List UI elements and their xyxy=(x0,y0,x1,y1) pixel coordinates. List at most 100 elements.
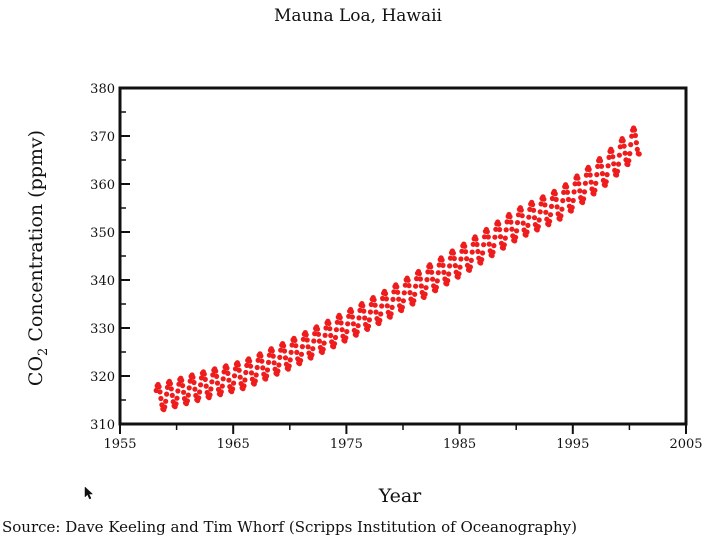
data-point xyxy=(631,127,638,133)
data-point xyxy=(575,175,581,181)
data-point xyxy=(156,384,162,390)
data-point xyxy=(445,278,451,284)
data-point xyxy=(481,234,488,240)
data-point xyxy=(292,337,298,343)
data-point xyxy=(198,382,204,388)
data-point xyxy=(304,337,310,343)
data-point xyxy=(564,184,570,190)
data-point xyxy=(192,386,198,392)
data-point xyxy=(496,221,502,227)
data-point xyxy=(299,344,305,350)
data-point xyxy=(628,142,634,148)
data-point xyxy=(501,242,507,248)
data-point xyxy=(380,295,386,302)
data-point xyxy=(396,296,402,302)
data-point xyxy=(627,151,633,157)
data-point xyxy=(526,214,532,220)
data-point xyxy=(451,255,457,262)
data-point xyxy=(218,389,224,395)
data-point xyxy=(492,234,498,240)
data-point xyxy=(504,219,510,225)
data-point xyxy=(632,132,639,139)
data-point xyxy=(502,235,508,241)
data-point xyxy=(491,243,497,249)
data-point xyxy=(288,349,294,355)
data-point xyxy=(395,289,401,295)
data-point xyxy=(349,314,355,320)
data-point xyxy=(603,179,609,185)
data-point xyxy=(345,321,351,327)
data-point xyxy=(626,158,632,164)
data-point xyxy=(569,204,575,211)
data-point xyxy=(214,380,221,386)
data-point xyxy=(294,349,300,355)
data-point xyxy=(530,202,536,208)
data-point xyxy=(338,320,344,326)
x-axis: 1955 1965 1975 1985 1995 2005 xyxy=(103,424,703,452)
data-point xyxy=(191,379,197,386)
data-point xyxy=(190,374,196,380)
data-point xyxy=(469,249,475,255)
data-point xyxy=(309,352,315,358)
data-point xyxy=(264,367,271,373)
data-point xyxy=(371,297,377,303)
data-point xyxy=(467,264,473,270)
data-point xyxy=(163,398,169,404)
data-point xyxy=(418,283,424,289)
data-point xyxy=(298,357,304,364)
data-point xyxy=(592,187,598,193)
data-point xyxy=(184,398,190,404)
data-point xyxy=(258,353,264,359)
data-point xyxy=(462,243,468,249)
data-point xyxy=(447,263,453,269)
data-point xyxy=(464,256,470,262)
data-point xyxy=(247,358,253,364)
data-point xyxy=(414,276,420,282)
data-point xyxy=(428,264,434,270)
data-point xyxy=(436,262,442,268)
data-point xyxy=(473,236,479,242)
data-point xyxy=(570,197,576,204)
data-point xyxy=(310,346,316,352)
data-point xyxy=(634,146,640,152)
data-point xyxy=(547,212,554,218)
data-point xyxy=(519,213,525,219)
data-point xyxy=(531,207,537,213)
data-point xyxy=(554,204,560,210)
data-point xyxy=(508,219,514,225)
data-point xyxy=(275,368,281,374)
data-point xyxy=(558,213,564,219)
data-point xyxy=(413,283,419,289)
data-point xyxy=(242,377,248,383)
data-point xyxy=(514,228,520,234)
data-point xyxy=(604,172,610,178)
data-point xyxy=(560,198,566,204)
data-series xyxy=(153,125,642,413)
data-point xyxy=(185,392,191,398)
data-point xyxy=(452,263,458,269)
y-tick-label: 360 xyxy=(90,178,115,193)
data-point xyxy=(430,276,436,282)
data-point xyxy=(572,181,578,187)
data-point xyxy=(484,229,490,235)
data-point xyxy=(594,172,600,178)
data-point xyxy=(620,138,626,144)
data-point xyxy=(322,332,328,338)
data-point xyxy=(226,377,232,383)
data-point xyxy=(400,298,406,304)
data-point xyxy=(411,298,417,304)
data-point xyxy=(405,277,411,283)
data-point xyxy=(593,180,599,186)
data-point xyxy=(423,285,429,291)
data-point xyxy=(243,369,249,376)
data-point xyxy=(213,368,219,374)
data-point xyxy=(360,303,366,309)
data-point xyxy=(220,376,226,382)
data-point xyxy=(186,385,192,391)
data-point xyxy=(518,207,524,213)
data-point xyxy=(587,172,593,178)
data-point xyxy=(241,383,247,389)
data-point xyxy=(333,327,339,333)
data-point xyxy=(576,181,582,187)
data-point xyxy=(581,189,588,195)
